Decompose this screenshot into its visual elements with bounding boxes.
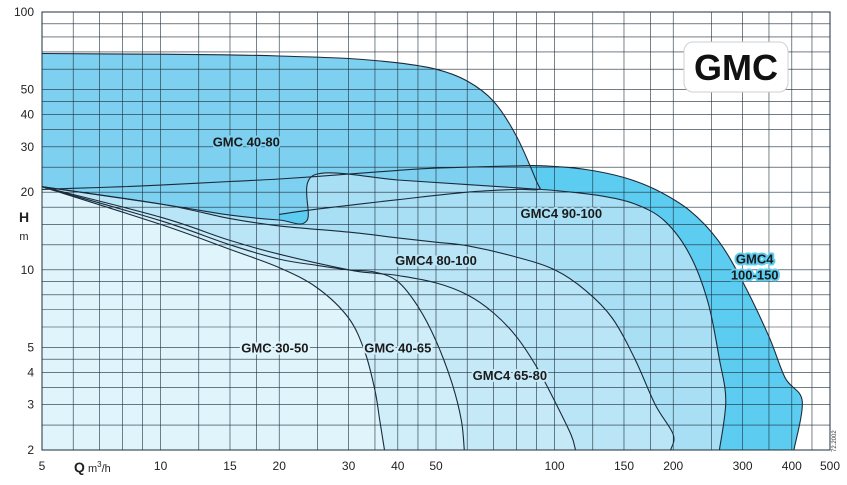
x-tick-labels: 5 10 15 20 30 40 50 100 150 200 300 400 500 bbox=[39, 459, 841, 473]
y-tick-label: 30 bbox=[21, 140, 35, 154]
x-tick-label: 5 bbox=[39, 459, 46, 473]
series-label-text: GMC4 65-80 bbox=[473, 368, 547, 383]
series-outlines bbox=[41, 52, 803, 451]
y-axis-label: H bbox=[19, 209, 29, 225]
y-tick-label: 10 bbox=[21, 263, 35, 277]
x-axis-title: Q m3/h bbox=[74, 459, 111, 475]
series-outline-gmc4-100-150 bbox=[41, 164, 803, 451]
series-outline-gmc4-80-100 bbox=[41, 186, 675, 451]
corner-code: 72.2002 bbox=[832, 430, 838, 452]
svg-text:m3/h: m3/h bbox=[88, 460, 111, 475]
x-tick-label: 10 bbox=[154, 459, 168, 473]
y-tick-label: 5 bbox=[27, 340, 34, 354]
series-label-halo: 100-150 bbox=[731, 267, 779, 282]
series-outline-gmc-40-65 bbox=[41, 186, 465, 451]
y-axis-unit: m bbox=[19, 231, 28, 243]
gmc-badge-text: GMC bbox=[694, 47, 778, 88]
y-tick-label: 40 bbox=[21, 108, 35, 122]
x-axis-label: Q bbox=[74, 459, 85, 475]
series-label-halo: GMC4 80-100 bbox=[395, 253, 477, 268]
series-label-halo: GMC4 90-100 bbox=[520, 206, 602, 221]
y-tick-label: 2 bbox=[27, 443, 34, 457]
series-label-halo: GMC 40-80 bbox=[213, 134, 280, 149]
x-tick-label: 300 bbox=[733, 459, 753, 473]
series-outline-gmc4-90-100 bbox=[41, 172, 727, 451]
series-label-halo: GMC4 bbox=[736, 251, 774, 266]
x-axis-unit-superscript: 3 bbox=[97, 460, 102, 469]
y-axis-title: H m bbox=[19, 209, 29, 243]
series-outline-gmc-40-80 bbox=[41, 52, 541, 215]
x-tick-label: 100 bbox=[545, 459, 565, 473]
y-tick-label: 20 bbox=[21, 185, 35, 199]
series-label-text: 100-150 bbox=[731, 267, 779, 282]
x-tick-label: 500 bbox=[820, 459, 840, 473]
gmc-badge: GMC bbox=[683, 41, 789, 93]
gmc-badge-box bbox=[683, 41, 789, 93]
series-outline-gmc4-65-80 bbox=[41, 186, 577, 451]
x-tick-label: 15 bbox=[223, 459, 237, 473]
x-axis-unit-suffix: /h bbox=[102, 463, 111, 475]
series-label-halo: GMC4 65-80 bbox=[473, 368, 547, 383]
x-tick-label: 50 bbox=[429, 459, 443, 473]
series-outline-gmc-30-50 bbox=[41, 186, 386, 451]
series-label-text: GMC 40-65 bbox=[364, 340, 431, 355]
series-label-text: GMC4 bbox=[736, 251, 774, 266]
x-axis-unit-prefix: m bbox=[88, 463, 97, 475]
series-label-text: GMC4 80-100 bbox=[395, 253, 477, 268]
y-tick-label: 4 bbox=[27, 365, 34, 379]
x-tick-label: 30 bbox=[342, 459, 356, 473]
x-tick-label: 20 bbox=[273, 459, 287, 473]
x-tick-label: 200 bbox=[663, 459, 683, 473]
x-tick-label: 40 bbox=[391, 459, 405, 473]
y-tick-labels: 2 3 4 5 10 20 30 40 50 100 bbox=[14, 5, 34, 457]
x-tick-label: 400 bbox=[782, 459, 802, 473]
series-label-text: GMC4 90-100 bbox=[520, 206, 602, 221]
series-label-halo: GMC 40-65 bbox=[364, 340, 431, 355]
x-tick-label: 150 bbox=[614, 459, 634, 473]
series-area-gmc-30-50 bbox=[42, 186, 385, 450]
y-tick-label: 100 bbox=[14, 5, 34, 19]
plot-frame bbox=[41, 11, 831, 451]
series-label-halo: GMC 30-50 bbox=[241, 340, 308, 355]
y-tick-label: 3 bbox=[27, 398, 34, 412]
series-label-text: GMC 40-80 bbox=[213, 134, 280, 149]
y-tick-label: 50 bbox=[21, 83, 35, 97]
series-label-text: GMC 30-50 bbox=[241, 340, 308, 355]
